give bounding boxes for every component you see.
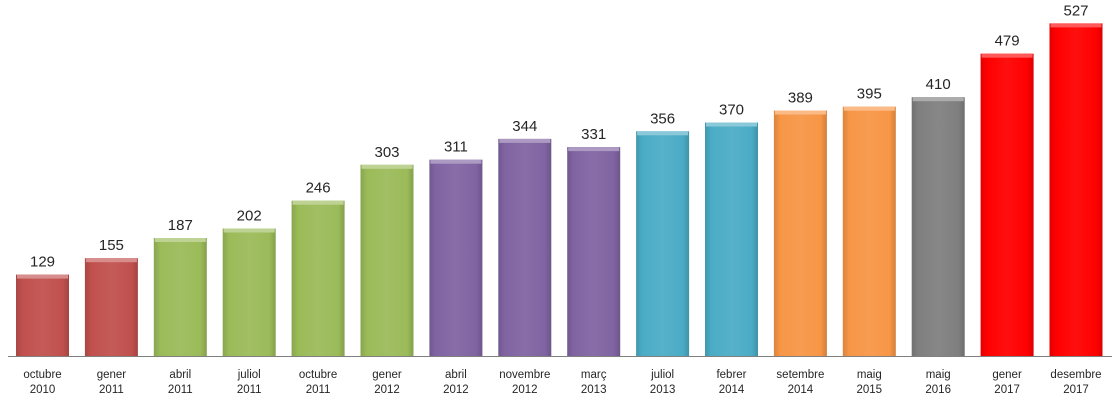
bar-3 bbox=[222, 228, 276, 356]
bar-13 bbox=[911, 97, 965, 356]
value-label-11: 389 bbox=[788, 90, 813, 107]
bar-6 bbox=[429, 159, 483, 356]
bar-top-highlight-4 bbox=[292, 200, 344, 205]
value-label-5: 303 bbox=[374, 144, 399, 161]
bars-group bbox=[16, 23, 1103, 357]
x-tick-label-6: abril 2012 bbox=[443, 369, 469, 396]
bar-top-highlight-3 bbox=[223, 228, 275, 233]
value-label-13: 410 bbox=[926, 76, 951, 93]
bar-0 bbox=[16, 274, 69, 356]
bar-9 bbox=[636, 131, 690, 356]
bar-4 bbox=[291, 200, 345, 356]
x-tick-label-3: juliol 2011 bbox=[237, 369, 262, 396]
x-tick-label-0: octubre 2010 bbox=[23, 369, 61, 396]
value-label-2: 187 bbox=[168, 217, 193, 234]
value-label-1: 155 bbox=[99, 237, 124, 254]
x-tick-label-10: febrer 2014 bbox=[716, 369, 746, 396]
x-tick-label-12: maig 2015 bbox=[857, 369, 883, 396]
bar-2 bbox=[153, 238, 207, 356]
x-tick-label-1: gener 2011 bbox=[97, 369, 127, 396]
bar-10 bbox=[705, 122, 758, 356]
bar-11 bbox=[773, 110, 827, 356]
bar-top-highlight-14 bbox=[981, 53, 1033, 58]
value-label-8: 331 bbox=[581, 126, 606, 143]
value-label-12: 395 bbox=[857, 86, 882, 103]
bar-top-highlight-13 bbox=[912, 97, 964, 102]
value-label-9: 356 bbox=[650, 110, 675, 127]
value-label-10: 370 bbox=[719, 102, 744, 119]
value-label-7: 344 bbox=[512, 118, 537, 135]
bar-top-highlight-1 bbox=[85, 258, 137, 263]
bar-top-highlight-5 bbox=[361, 164, 413, 169]
x-tick-label-9: juliol 2013 bbox=[650, 369, 676, 396]
value-labels-group: 129 155 187 202 246 303 311 344 331 356 370 389 395 4… bbox=[30, 2, 1089, 270]
x-tick-labels-group: octubre 2010 gener 2011 abril 2011 juliol 2011 o… bbox=[23, 369, 1101, 396]
x-tick-label-2: abril 2011 bbox=[168, 369, 193, 396]
bar-15 bbox=[1049, 23, 1103, 357]
x-tick-label-7: novembre 2012 bbox=[499, 369, 550, 396]
value-label-14: 479 bbox=[995, 33, 1020, 50]
bar-top-highlight-8 bbox=[568, 147, 620, 152]
value-label-6: 311 bbox=[444, 139, 468, 156]
bar-top-highlight-10 bbox=[706, 122, 757, 127]
bar-top-highlight-11 bbox=[774, 110, 826, 115]
bar-7 bbox=[498, 138, 552, 356]
bar-5 bbox=[360, 164, 414, 356]
bar-12 bbox=[842, 106, 896, 356]
x-tick-label-14: gener 2017 bbox=[992, 369, 1022, 396]
x-tick-label-11: setembre 2014 bbox=[776, 369, 824, 396]
bar-8 bbox=[567, 147, 621, 356]
bar-top-highlight-2 bbox=[154, 238, 206, 242]
value-label-4: 246 bbox=[306, 180, 331, 197]
bar-top-highlight-0 bbox=[17, 274, 68, 279]
bar-14 bbox=[980, 53, 1034, 356]
bar-1 bbox=[84, 258, 138, 356]
value-label-0: 129 bbox=[30, 254, 55, 271]
bar-top-highlight-12 bbox=[843, 106, 895, 111]
x-tick-label-15: desembre 2017 bbox=[1050, 369, 1101, 396]
x-tick-label-5: gener 2012 bbox=[372, 369, 402, 396]
value-label-15: 527 bbox=[1063, 2, 1088, 19]
x-tick-label-8: març 2013 bbox=[581, 369, 607, 396]
x-tick-label-4: octubre 2011 bbox=[299, 369, 337, 396]
value-label-3: 202 bbox=[237, 208, 262, 225]
bar-top-highlight-9 bbox=[637, 131, 689, 136]
bar-top-highlight-7 bbox=[499, 138, 551, 143]
x-tick-label-13: maig 2016 bbox=[925, 369, 951, 396]
bar-top-highlight-15 bbox=[1050, 23, 1102, 28]
bar-top-highlight-6 bbox=[430, 159, 482, 164]
